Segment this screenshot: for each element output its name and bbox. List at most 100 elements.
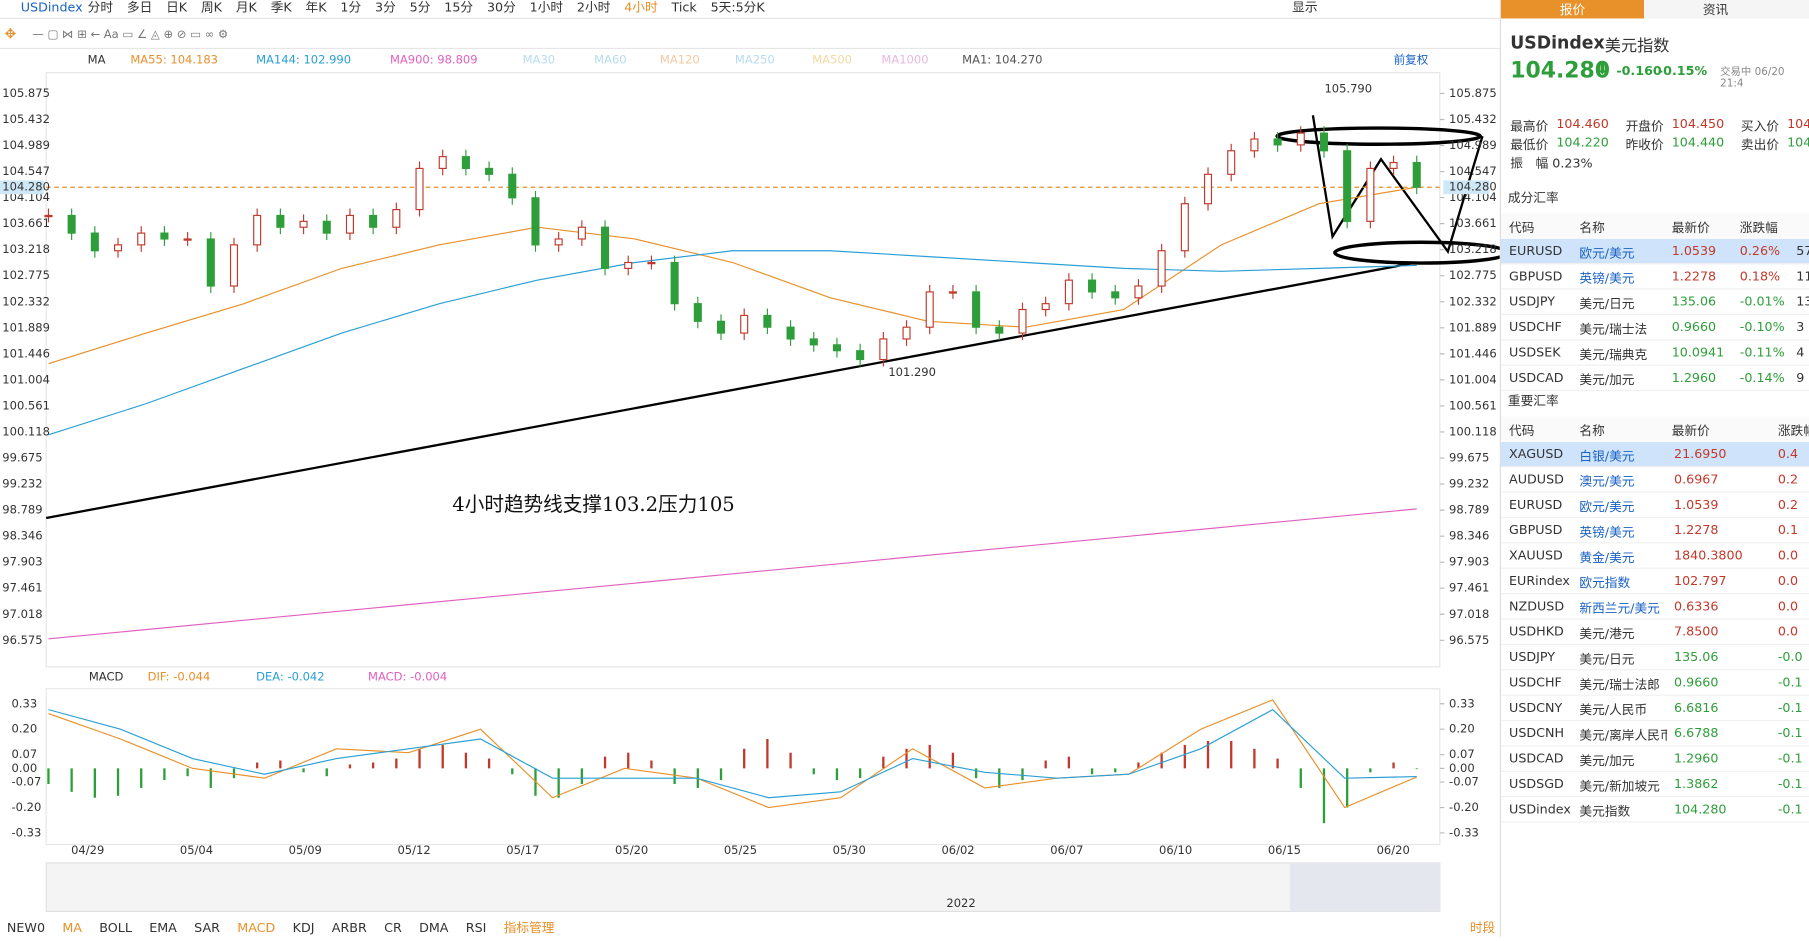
cell: 英镑/美元: [1579, 524, 1635, 540]
period-tab[interactable]: 15分: [444, 0, 473, 15]
indicator-tab[interactable]: SAR: [194, 920, 220, 935]
period-tab[interactable]: 季K: [271, 0, 293, 15]
macd-tick-label: -0.33: [1449, 825, 1479, 839]
quote-row[interactable]: USDCNY 美元/人民币 6.6816 -0.1: [1500, 696, 1809, 722]
stat: 昨收价: [1625, 137, 1664, 153]
macd-tick-label: 0.20: [12, 722, 38, 736]
period-tab[interactable]: 多日: [127, 0, 152, 15]
column-header: 名称: [1579, 423, 1605, 439]
period-tab[interactable]: 周K: [201, 0, 223, 15]
x-tick-label: 05/30: [833, 843, 866, 857]
period-tab[interactable]: 年K: [306, 0, 328, 15]
panel-tab[interactable]: 资讯: [1644, 0, 1788, 19]
cell: 0.0: [1777, 573, 1799, 589]
quote-row[interactable]: USDindex 美元指数 104.280 -0.1: [1500, 797, 1809, 823]
drawn-arrows[interactable]: [1311, 115, 1484, 255]
candle: [1296, 132, 1305, 146]
y-tick-label: 101.004: [1449, 372, 1497, 386]
period-tab[interactable]: 30分: [487, 0, 516, 15]
panel-tab[interactable]: 报价: [1500, 0, 1645, 19]
candle: [1180, 203, 1189, 252]
navigator-window[interactable]: [1289, 862, 1440, 912]
indicator-tab[interactable]: DMA: [419, 920, 449, 935]
period-tab[interactable]: 1分: [340, 0, 361, 15]
quote-row[interactable]: USDCHF 美元/瑞士法郎 0.9660 -0.1: [1500, 670, 1809, 696]
cell: 6.6788: [1674, 725, 1719, 741]
indicator-tab[interactable]: ARBR: [332, 920, 367, 935]
cell: USDJPY: [1509, 649, 1556, 665]
period-tab[interactable]: 日K: [166, 0, 188, 15]
column-header: 最新价: [1671, 423, 1710, 439]
quote-row[interactable]: USDJPY 美元/日元 135.06 -0.0: [1500, 645, 1809, 671]
period-tab[interactable]: 5天:5分K: [711, 0, 766, 15]
quote-row[interactable]: USDSEK 美元/瑞典克 10.0941 -0.11% 4: [1500, 340, 1809, 366]
candle: [1064, 279, 1073, 305]
y-tick-label: 101.889: [2, 320, 50, 334]
quote-row[interactable]: GBPUSD 英镑/美元 1.2278 0.18% 11: [1500, 264, 1809, 290]
dif-line: [48, 699, 1417, 809]
quote-row[interactable]: XAGUSD 白银/美元 21.6950 0.4: [1500, 441, 1809, 468]
quote-row[interactable]: EURUSD 欧元/美元 1.0539 0.2: [1500, 493, 1809, 519]
quote-row[interactable]: EURUSD 欧元/美元 1.0539 0.26% 57: [1500, 238, 1809, 265]
svg-text:— ▢ ⋈ ⊞ ← Aa ▭ ∠ ◬ ⊕: — ▢ ⋈ ⊞ ← Aa ▭ ∠ ◬ ⊕ ⊘ ▭ ∞ ⚙: [32, 27, 228, 41]
quote-row[interactable]: USDSGD 美元/新加坡元 1.3862 -0.1: [1500, 772, 1809, 798]
quote-row[interactable]: USDJPY 美元/日元 135.06 -0.01% 13: [1500, 290, 1809, 315]
candle: [1273, 138, 1282, 146]
candle: [508, 173, 517, 199]
indicator-tab[interactable]: EMA: [149, 920, 177, 935]
cell: XAUUSD: [1509, 548, 1563, 564]
indicator-tab[interactable]: BOLL: [99, 920, 132, 935]
macd-tick-label: 0.33: [1449, 696, 1475, 710]
quote-row[interactable]: USDCNH 美元/离岸人民币 6.6788 -0.1: [1500, 721, 1809, 747]
cell: -0.1: [1777, 700, 1803, 716]
quote-row[interactable]: XAUUSD 黄金/美元 1840.3800 0.0: [1500, 543, 1809, 569]
candle: [369, 214, 378, 228]
quote-row[interactable]: USDCAD 美元/加元 1.2960 -0.14% 9: [1500, 366, 1809, 392]
candle: [1088, 279, 1097, 293]
cell: 1.2960: [1671, 370, 1717, 386]
trend-line[interactable]: [45, 261, 1414, 520]
indicator-tab[interactable]: KDJ: [293, 920, 315, 935]
quote-row[interactable]: GBPUSD 英镑/美元 1.2278 0.1: [1500, 518, 1809, 544]
y-tick-label: 96.575: [2, 633, 42, 647]
indicator-tab[interactable]: RSI: [466, 920, 487, 935]
cell: 欧元/美元: [1579, 499, 1635, 515]
period-tab[interactable]: 4小时: [624, 0, 658, 15]
panel-tab[interactable]: 评论: [1787, 0, 1809, 19]
candle: [1343, 150, 1352, 222]
cell: 13: [1796, 294, 1809, 310]
quote-row[interactable]: NZDUSD 新西兰元/美元 0.6336 0.0: [1500, 594, 1809, 620]
y-tick-label: 101.889: [1449, 320, 1497, 334]
y-tick-label: 104.989: [2, 138, 50, 152]
section-title: 重要汇率: [1507, 393, 1559, 409]
cell: GBPUSD: [1509, 268, 1563, 284]
period-tab[interactable]: 1小时: [530, 0, 564, 15]
quote-row[interactable]: USDHKD 美元/港元 7.8500 0.0: [1500, 620, 1809, 645]
cell: 美元/日元: [1579, 296, 1635, 312]
period-tab[interactable]: 3分: [375, 0, 396, 15]
indicator-tab[interactable]: NEW0: [7, 920, 45, 935]
indicator-tab[interactable]: CR: [384, 920, 402, 935]
period-tab[interactable]: 月K: [236, 0, 258, 15]
period-tab[interactable]: 分时: [88, 0, 114, 15]
macd-header: MACD: [89, 670, 124, 684]
y-tick-label: 98.346: [2, 529, 42, 543]
indicator-tab[interactable]: MA: [62, 920, 82, 935]
indicator-tab[interactable]: 指标管理: [504, 920, 555, 935]
cell: USDCNY: [1509, 700, 1563, 716]
candle: [415, 167, 424, 211]
x-tick-label: 05/04: [180, 843, 213, 857]
quote-row[interactable]: USDCHF 美元/瑞士法 0.9660 -0.10% 3: [1500, 315, 1809, 341]
indicator-tab[interactable]: MACD: [237, 920, 275, 935]
period-tab[interactable]: 2小时: [577, 0, 611, 15]
quote-row[interactable]: EURindex 欧元指数 102.797 0.0: [1500, 569, 1809, 595]
candle: [554, 238, 563, 246]
period-tab[interactable]: Tick: [671, 0, 698, 15]
period-tab[interactable]: 5分: [410, 0, 431, 15]
cell: 135.06: [1671, 294, 1717, 310]
quote-row[interactable]: AUDUSD 澳元/美元 0.6967 0.2: [1500, 467, 1809, 493]
cell: USDindex: [1509, 801, 1571, 817]
navigator[interactable]: [45, 862, 1441, 912]
quote-row[interactable]: USDCAD 美元/加元 1.2960 -0.1: [1500, 746, 1809, 772]
